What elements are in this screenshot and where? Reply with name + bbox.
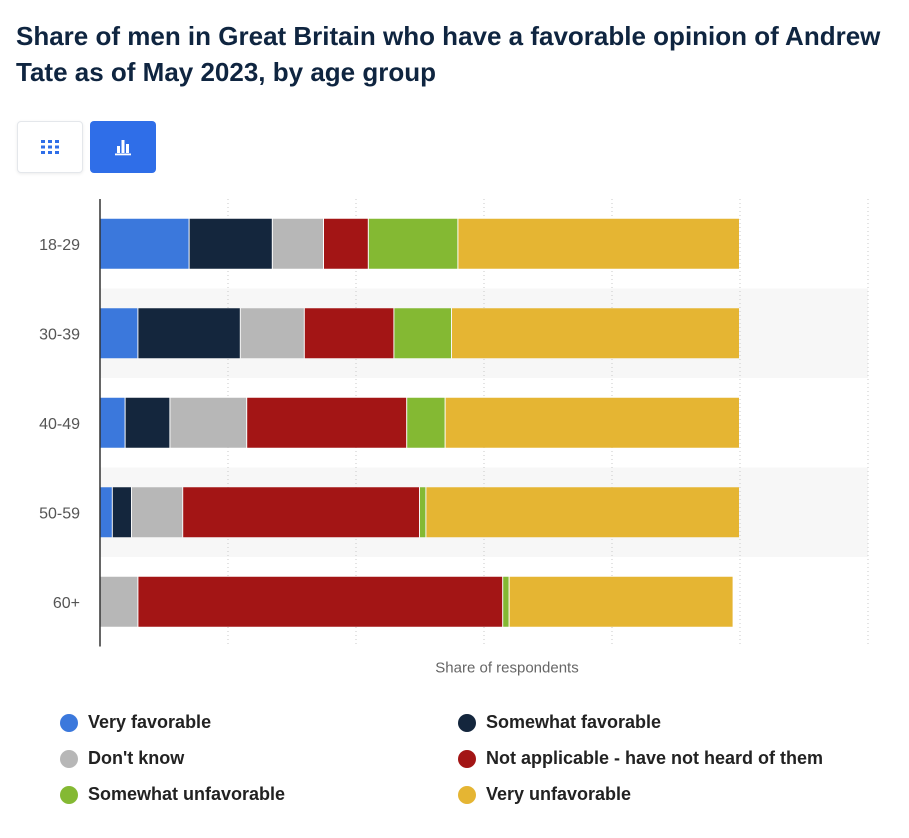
bar-segment xyxy=(138,576,503,627)
legend-label: Somewhat unfavorable xyxy=(88,784,286,804)
chart-title: Share of men in Great Britain who have a… xyxy=(16,21,881,87)
bar-segment xyxy=(458,218,739,269)
bar-segment xyxy=(509,576,733,627)
bar-segment xyxy=(272,218,323,269)
y-tick-label: 60+ xyxy=(53,595,80,612)
bar-segment xyxy=(407,397,445,448)
legend-swatch xyxy=(60,749,78,768)
bar-segment xyxy=(170,397,247,448)
bar-segment xyxy=(445,397,739,448)
legend-swatch xyxy=(60,785,78,804)
bar-segment xyxy=(503,576,509,627)
bar-segment xyxy=(368,218,458,269)
legend-swatch xyxy=(60,713,78,732)
bar-segment xyxy=(100,218,189,269)
table-view-button[interactable] xyxy=(17,121,83,173)
bar-segment xyxy=(304,308,394,359)
bar-segment xyxy=(247,397,407,448)
bar-segment xyxy=(125,397,170,448)
bar-segment xyxy=(426,487,739,538)
bar-segment xyxy=(394,308,451,359)
bar-segment xyxy=(189,218,272,269)
y-tick-label: 30-39 xyxy=(39,326,80,343)
legend-item[interactable]: Don't know xyxy=(60,748,184,769)
bar-segment xyxy=(100,576,138,627)
legend-item[interactable]: Somewhat favorable xyxy=(458,712,661,733)
legend-swatch xyxy=(458,713,476,732)
legend-swatch xyxy=(458,749,476,768)
legend-item[interactable]: Very favorable xyxy=(60,712,211,733)
chart-view-button[interactable] xyxy=(90,121,156,173)
bar-chart-icon xyxy=(115,140,131,156)
bar-segment xyxy=(240,308,304,359)
x-axis-title: Share of respondents xyxy=(435,660,578,677)
bar-segment xyxy=(132,487,183,538)
bar-segment xyxy=(183,487,419,538)
bar-segment xyxy=(452,308,739,359)
legend-label: Very unfavorable xyxy=(486,784,632,804)
legend-item[interactable]: Somewhat unfavorable xyxy=(60,784,285,805)
legend-swatch xyxy=(458,785,476,804)
y-tick-label: 50-59 xyxy=(39,505,80,522)
bar-segment xyxy=(100,308,138,359)
y-tick-label: 18-29 xyxy=(39,237,80,254)
legend-item[interactable]: Not applicable - have not heard of them xyxy=(458,748,823,769)
legend-label: Very favorable xyxy=(88,712,212,732)
bar-segment xyxy=(100,397,125,448)
grid-icon xyxy=(41,140,59,154)
bar-segment xyxy=(324,218,368,269)
y-tick-label: 40-49 xyxy=(39,416,80,433)
bar-segment xyxy=(112,487,131,538)
legend-label: Somewhat favorable xyxy=(486,712,662,732)
legend-label: Not applicable - have not heard of them xyxy=(486,748,824,768)
legend-item[interactable]: Very unfavorable xyxy=(458,784,631,805)
stacked-bar-chart: 18-29 30-39 40-49 50-59 60+ Share of responde… xyxy=(39,199,869,677)
bar-segment xyxy=(138,308,240,359)
bar-segment xyxy=(420,487,426,538)
bar-segment xyxy=(100,487,112,538)
legend-label: Don't know xyxy=(88,748,185,768)
